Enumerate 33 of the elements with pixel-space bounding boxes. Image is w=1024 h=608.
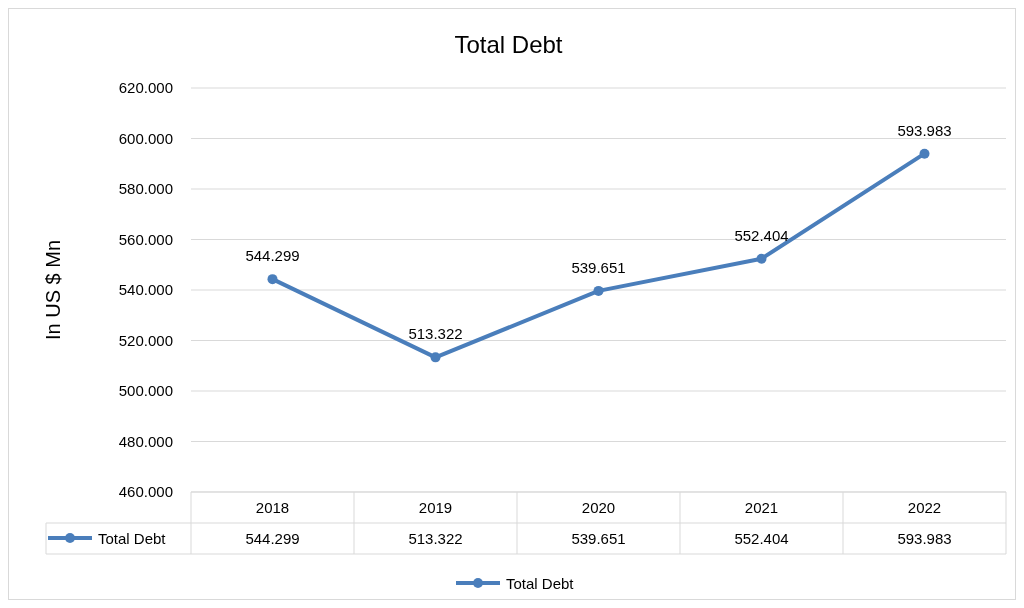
y-tick-label: 600.000 [118,129,173,147]
data-label: 539.651 [571,258,626,276]
y-tick-label: 560.000 [118,230,173,248]
chart-title: Total Debt [454,31,563,58]
text: 593.983 [897,530,952,547]
y-tick-label: 500.000 [118,382,173,399]
data-label: 513.322 [408,325,463,343]
data-label: 544.299 [245,247,300,265]
point [430,352,441,363]
y-tick-label: 620.000 [118,79,173,96]
point [756,253,767,264]
text: 513.322 [408,530,463,547]
y-tick-label: 520.000 [118,331,173,349]
text: Total Debt [506,575,574,592]
text: 539.651 [571,530,626,547]
y-tick-label: 540.000 [118,281,173,298]
text: 552.404 [734,530,789,547]
point [593,285,604,296]
y-tick-label: 580.000 [118,180,173,197]
x-tick-label: 2020 [581,499,616,516]
x-tick-label: 2022 [907,499,942,516]
x-tick-label: 2018 [255,499,290,516]
point [919,148,930,159]
y-tick-label: 460.000 [118,483,173,500]
data-label: 552.404 [734,226,789,244]
y-tick-label: 480.000 [118,432,173,450]
x-tick-label: 2021 [744,499,779,516]
x-tick-label: 2019 [418,499,453,516]
point [267,274,278,285]
legend-label: Total Debt [98,530,167,547]
data-label: 593.983 [897,121,952,139]
text: 544.299 [245,530,300,547]
y-axis-title: In US $ Mn [42,239,64,341]
